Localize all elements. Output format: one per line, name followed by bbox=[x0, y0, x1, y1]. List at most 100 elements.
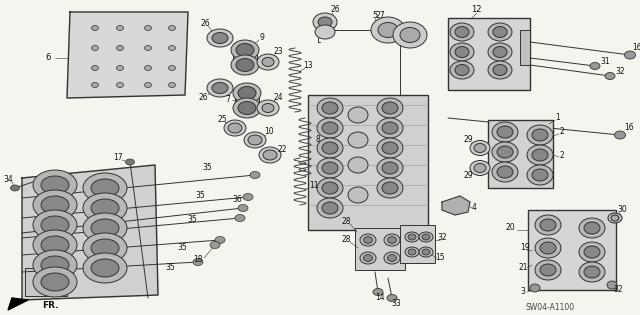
Ellipse shape bbox=[493, 65, 507, 76]
Ellipse shape bbox=[377, 158, 403, 178]
Ellipse shape bbox=[382, 142, 398, 154]
Text: 16: 16 bbox=[624, 123, 634, 133]
Ellipse shape bbox=[527, 125, 553, 145]
Text: 15: 15 bbox=[435, 254, 445, 262]
Ellipse shape bbox=[83, 193, 127, 223]
Ellipse shape bbox=[422, 249, 430, 255]
Ellipse shape bbox=[33, 230, 77, 260]
Ellipse shape bbox=[263, 150, 277, 160]
Ellipse shape bbox=[212, 32, 228, 43]
Ellipse shape bbox=[83, 173, 127, 203]
Ellipse shape bbox=[584, 266, 600, 278]
Ellipse shape bbox=[41, 273, 69, 291]
Ellipse shape bbox=[488, 43, 512, 61]
Text: 32: 32 bbox=[613, 285, 623, 295]
Ellipse shape bbox=[419, 247, 433, 257]
Ellipse shape bbox=[455, 47, 469, 58]
Ellipse shape bbox=[540, 242, 556, 254]
Ellipse shape bbox=[450, 61, 474, 79]
Ellipse shape bbox=[317, 178, 343, 198]
Ellipse shape bbox=[497, 126, 513, 138]
Ellipse shape bbox=[33, 267, 77, 297]
Text: 5: 5 bbox=[372, 10, 378, 20]
Ellipse shape bbox=[387, 255, 397, 261]
Bar bbox=[25, 268, 67, 296]
Text: 10: 10 bbox=[264, 128, 274, 136]
Ellipse shape bbox=[535, 215, 561, 235]
Ellipse shape bbox=[33, 190, 77, 220]
Ellipse shape bbox=[527, 145, 553, 165]
Ellipse shape bbox=[207, 79, 233, 97]
Ellipse shape bbox=[584, 246, 600, 258]
Ellipse shape bbox=[259, 147, 281, 163]
Ellipse shape bbox=[384, 234, 400, 246]
Ellipse shape bbox=[236, 59, 254, 72]
Text: 26: 26 bbox=[200, 19, 210, 27]
Ellipse shape bbox=[91, 219, 119, 237]
Ellipse shape bbox=[579, 218, 605, 238]
Ellipse shape bbox=[92, 83, 99, 88]
Ellipse shape bbox=[384, 252, 400, 264]
Ellipse shape bbox=[540, 219, 556, 231]
Ellipse shape bbox=[373, 289, 383, 295]
Text: 12: 12 bbox=[471, 5, 481, 14]
Ellipse shape bbox=[530, 284, 540, 292]
Text: 29: 29 bbox=[463, 135, 473, 145]
Ellipse shape bbox=[470, 140, 490, 156]
Ellipse shape bbox=[116, 26, 124, 31]
Ellipse shape bbox=[497, 166, 513, 178]
Ellipse shape bbox=[145, 45, 152, 50]
Text: 32: 32 bbox=[437, 233, 447, 243]
Bar bbox=[233, 50, 257, 65]
Text: 35: 35 bbox=[165, 264, 175, 272]
Ellipse shape bbox=[224, 120, 246, 136]
Ellipse shape bbox=[611, 215, 619, 221]
Ellipse shape bbox=[91, 259, 119, 277]
Polygon shape bbox=[67, 12, 188, 98]
Ellipse shape bbox=[168, 66, 175, 71]
Ellipse shape bbox=[322, 162, 338, 174]
Text: 16: 16 bbox=[632, 43, 640, 53]
Ellipse shape bbox=[450, 43, 474, 61]
Ellipse shape bbox=[382, 182, 398, 194]
Bar bbox=[488, 120, 553, 188]
Ellipse shape bbox=[450, 23, 474, 41]
Ellipse shape bbox=[348, 107, 368, 123]
Ellipse shape bbox=[590, 62, 600, 70]
Text: 1: 1 bbox=[556, 113, 561, 123]
Bar bbox=[520, 30, 530, 65]
Text: 34: 34 bbox=[3, 175, 13, 185]
Text: 8: 8 bbox=[316, 135, 321, 145]
Bar bbox=[528, 210, 616, 290]
Ellipse shape bbox=[313, 13, 337, 31]
Ellipse shape bbox=[116, 66, 124, 71]
Text: 19: 19 bbox=[520, 243, 530, 253]
Ellipse shape bbox=[540, 264, 556, 276]
Bar bbox=[235, 93, 259, 108]
Text: 35: 35 bbox=[187, 215, 197, 225]
Ellipse shape bbox=[317, 138, 343, 158]
Text: 11: 11 bbox=[309, 180, 319, 190]
Ellipse shape bbox=[236, 43, 254, 56]
Text: 33: 33 bbox=[391, 300, 401, 308]
Ellipse shape bbox=[474, 144, 486, 152]
Ellipse shape bbox=[348, 157, 368, 173]
Ellipse shape bbox=[532, 129, 548, 141]
Ellipse shape bbox=[215, 237, 225, 243]
Text: 3: 3 bbox=[520, 288, 525, 296]
Ellipse shape bbox=[91, 239, 119, 257]
Ellipse shape bbox=[488, 23, 512, 41]
Polygon shape bbox=[442, 196, 470, 215]
Ellipse shape bbox=[262, 104, 274, 112]
Ellipse shape bbox=[41, 216, 69, 234]
Ellipse shape bbox=[210, 242, 220, 249]
Text: 4: 4 bbox=[472, 203, 476, 213]
Ellipse shape bbox=[41, 256, 69, 274]
Ellipse shape bbox=[492, 162, 518, 182]
Text: 14: 14 bbox=[375, 294, 385, 302]
Ellipse shape bbox=[377, 98, 403, 118]
Ellipse shape bbox=[317, 158, 343, 178]
Ellipse shape bbox=[322, 122, 338, 134]
Text: 24: 24 bbox=[273, 94, 283, 102]
Ellipse shape bbox=[614, 131, 625, 139]
